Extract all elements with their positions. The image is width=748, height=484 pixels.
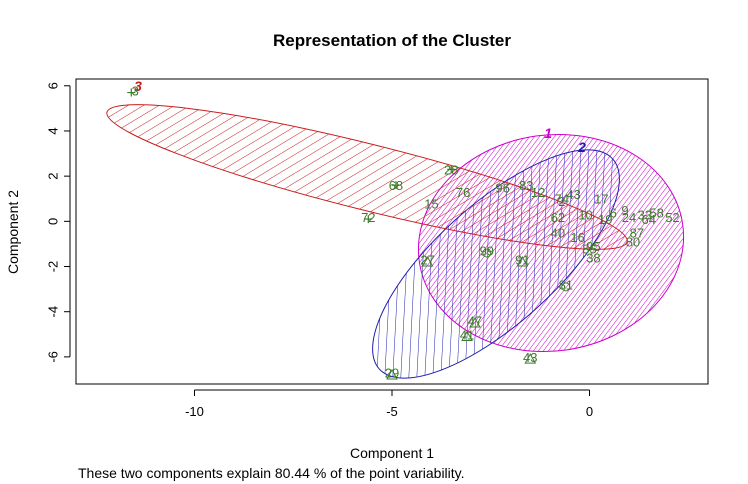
clusters-layer bbox=[106, 104, 685, 379]
x-axis: -10 -5 0 bbox=[185, 389, 593, 419]
x-tick-label: -5 bbox=[386, 404, 398, 419]
x-axis-label: Component 1 bbox=[350, 445, 434, 461]
point-label: 6 bbox=[610, 205, 617, 220]
point-label: 17 bbox=[594, 192, 608, 207]
y-tick-label: -6 bbox=[45, 351, 60, 363]
y-tick-label: 6 bbox=[45, 82, 60, 89]
point-label: 62 bbox=[551, 210, 565, 225]
point-label: 27 bbox=[420, 253, 434, 268]
point-marker bbox=[524, 353, 537, 364]
point-marker bbox=[469, 316, 481, 328]
point-marker bbox=[447, 165, 456, 174]
point-marker bbox=[391, 181, 400, 190]
point-label: 87 bbox=[630, 226, 644, 241]
variability-subtitle: These two components explain 80.44 % of … bbox=[78, 465, 465, 481]
point-label: 10 bbox=[578, 208, 592, 223]
point-marker bbox=[561, 282, 571, 292]
cluster-1-label: 1 bbox=[544, 125, 552, 141]
point-label: 85 bbox=[582, 241, 596, 256]
point-label: 2 bbox=[558, 194, 565, 209]
y-tick-label: 4 bbox=[45, 127, 60, 134]
point-label: 3 bbox=[132, 83, 139, 98]
point-label: 28 bbox=[444, 162, 458, 177]
point-label: 95 bbox=[586, 239, 600, 254]
point-marker bbox=[127, 88, 136, 97]
point-label: 9 bbox=[621, 203, 628, 218]
point-label: 80 bbox=[626, 235, 640, 250]
point-label: 58 bbox=[649, 205, 663, 220]
y-tick-label: -4 bbox=[45, 306, 60, 318]
y-tick-label: 2 bbox=[45, 173, 60, 180]
point-marker bbox=[482, 248, 492, 258]
point-label: 91 bbox=[515, 253, 529, 268]
markers-layer bbox=[127, 88, 571, 380]
point-label: 33 bbox=[638, 208, 652, 223]
point-label: 43 bbox=[566, 187, 580, 202]
point-label: 96 bbox=[495, 180, 509, 195]
y-axis: -6 -4 -2 0 2 4 6 bbox=[45, 82, 71, 363]
point-label: 52 bbox=[665, 210, 679, 225]
point-marker bbox=[516, 255, 529, 267]
point-label: 99 bbox=[480, 244, 494, 259]
point-label: 12 bbox=[531, 185, 545, 200]
point-marker bbox=[421, 255, 434, 267]
y-tick-label: -2 bbox=[45, 261, 60, 273]
point-label: 72 bbox=[361, 210, 375, 225]
point-label: 29 bbox=[385, 366, 399, 381]
point-label: 47 bbox=[468, 314, 482, 329]
point-label: 68 bbox=[389, 178, 403, 193]
point-label: 83 bbox=[519, 178, 533, 193]
point-label: 38 bbox=[586, 250, 600, 265]
x-tick-label: 0 bbox=[586, 404, 593, 419]
point-label: 40 bbox=[551, 226, 565, 241]
cluster-3-ellipse bbox=[106, 104, 628, 250]
point-label: 19 bbox=[598, 212, 612, 227]
point-marker bbox=[364, 215, 373, 224]
point-marker bbox=[386, 368, 398, 380]
y-axis-label: Component 2 bbox=[5, 190, 21, 274]
point-label: 81 bbox=[559, 278, 573, 293]
point-label: 43 bbox=[523, 350, 537, 365]
point-label: 76 bbox=[456, 185, 470, 200]
point-label: 64 bbox=[642, 212, 656, 227]
point-label: 15 bbox=[424, 196, 438, 211]
point-label: 24 bbox=[622, 210, 636, 225]
chart-title: Representation of the Cluster bbox=[273, 31, 511, 50]
cluster-2-label: 2 bbox=[577, 139, 586, 155]
cluster-3-label: 3 bbox=[134, 78, 142, 94]
plot-frame bbox=[75, 78, 709, 385]
point-label: 74 bbox=[555, 192, 569, 207]
point-label: 41 bbox=[460, 327, 474, 342]
x-tick-label: -10 bbox=[185, 404, 204, 419]
point-marker bbox=[461, 330, 473, 342]
point-label: 16 bbox=[570, 230, 584, 245]
y-tick-label: 0 bbox=[45, 218, 60, 225]
